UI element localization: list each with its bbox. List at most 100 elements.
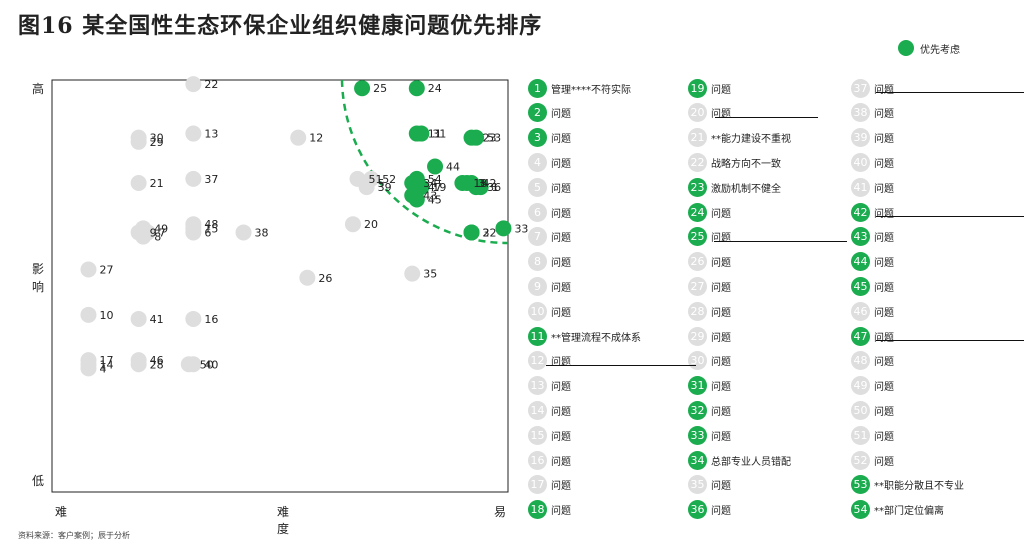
issue-badge: 53 [851, 475, 870, 495]
scatter-point-16 [185, 310, 202, 327]
issue-text: 问题 [551, 208, 571, 220]
issue-text: 问题 [551, 183, 571, 195]
page-title: 图16 某全国性生态环保企业组织健康问题优先排序 [18, 13, 543, 39]
issue-badge: 21 [688, 128, 707, 148]
y-axis-high-label: 高 [32, 82, 45, 96]
issue-text: **能力建设不重视 [711, 134, 791, 146]
scatter-point-37 [185, 170, 202, 187]
y-axis-low-label: 低 [32, 474, 45, 488]
issue-item-23: 23 激励机制不健全 [688, 177, 781, 197]
issue-item-9: 9 问题 [528, 276, 571, 296]
point-label-4: 4 [99, 362, 106, 375]
issue-badge: 14 [528, 400, 547, 420]
issue-text: 问题 [551, 481, 571, 493]
issue-badge: 29 [688, 326, 707, 346]
issue-badge: 31 [688, 376, 707, 396]
issue-text: 激励机制不健全 [711, 183, 781, 195]
issue-badge: 42 [851, 202, 870, 222]
scatter-point-12 [290, 129, 307, 146]
issue-item-11: 11 **管理流程不成体系 [528, 326, 641, 346]
point-label-9: 9 [150, 226, 157, 239]
issue-badge: 2 [528, 103, 547, 123]
issue-item-26: 26 问题 [688, 252, 731, 272]
scatter-point-46 [130, 352, 147, 369]
scatter-point-42 [463, 175, 480, 191]
issue-text: 问题 [874, 357, 894, 369]
underline-rule-3 [546, 365, 696, 366]
issue-item-29: 29 问题 [688, 326, 731, 346]
issue-badge: 11 [528, 326, 547, 346]
scatter-point-22 [185, 76, 202, 93]
point-label-31: 31 [432, 128, 446, 141]
issue-item-14: 14 问题 [528, 400, 571, 420]
issue-item-46: 46 问题 [851, 301, 894, 321]
issue-badge: 49 [851, 376, 870, 396]
issue-text: 问题 [551, 233, 571, 245]
issue-badge: 40 [851, 152, 870, 172]
issue-item-43: 43 问题 [851, 227, 894, 247]
point-label-37: 37 [204, 173, 218, 186]
issue-text: **部门定位偏离 [874, 506, 944, 518]
scatter-plot: 1234567891011121314151617181920212223242… [51, 76, 528, 493]
scatter-point-38 [235, 224, 252, 241]
scatter-point-21 [130, 175, 147, 191]
issue-item-8: 8 问题 [528, 252, 571, 272]
issue-item-21: 21 **能力建设不重视 [688, 128, 791, 148]
plot-border [51, 79, 509, 493]
x-axis-left-label: 难 [55, 505, 68, 519]
issue-text: 问题 [874, 282, 894, 294]
point-label-15: 15 [204, 222, 218, 235]
issue-item-36: 36 问题 [688, 500, 731, 520]
scatter-point-51 [349, 170, 366, 187]
scatter-point-13 [185, 125, 202, 142]
issue-item-17: 17 问题 [528, 475, 571, 495]
scatter-point-52 [363, 170, 380, 187]
issue-badge: 25 [688, 227, 707, 247]
x-axis-title: 难度 [277, 505, 290, 536]
issue-badge: 22 [688, 152, 707, 172]
point-label-21: 21 [150, 177, 164, 190]
issue-text: 问题 [874, 307, 894, 319]
point-label-54: 54 [428, 173, 442, 186]
issue-badge: 23 [688, 177, 707, 197]
issue-badge: 5 [528, 177, 547, 197]
issue-text: 问题 [711, 258, 731, 270]
issue-text: 问题 [711, 481, 731, 493]
issue-item-54: 54 **部门定位偏离 [851, 500, 944, 520]
point-label-13: 13 [204, 128, 218, 141]
issue-badge: 46 [851, 301, 870, 321]
point-label-45: 45 [428, 193, 442, 206]
issue-item-52: 52 问题 [851, 450, 894, 470]
issue-item-34: 34 总部专业人员错配 [688, 450, 791, 470]
point-label-12: 12 [309, 132, 323, 145]
y-axis-title: 影 响 [32, 262, 45, 294]
scatter-point-49 [135, 220, 152, 237]
scatter-point-45 [408, 191, 425, 208]
issue-badge: 17 [528, 475, 547, 495]
issue-text: 问题 [874, 84, 894, 96]
issue-text: 问题 [711, 109, 731, 121]
issue-item-28: 28 问题 [688, 301, 731, 321]
issue-text: 问题 [711, 357, 731, 369]
legend: 优先考虑 [898, 40, 960, 56]
issue-item-16: 16 问题 [528, 450, 571, 470]
point-label-33: 33 [514, 222, 528, 235]
scatter-point-20 [344, 216, 361, 233]
issue-text: 问题 [874, 431, 894, 443]
issue-badge: 1 [528, 78, 547, 98]
issue-text: 问题 [711, 406, 731, 418]
underline-rule-1 [715, 117, 818, 118]
issue-badge: 34 [688, 450, 707, 470]
issue-badge: 18 [528, 500, 547, 520]
issue-text: 问题 [551, 258, 571, 270]
x-axis-right-label: 易 [494, 505, 507, 519]
issue-item-30: 30 问题 [688, 351, 731, 371]
underline-rule-4 [876, 92, 1024, 93]
point-label-42: 42 [483, 177, 497, 190]
point-label-32: 32 [483, 226, 497, 239]
point-label-7: 7 [159, 226, 166, 239]
point-label-53: 53 [487, 132, 501, 145]
issue-text: 问题 [551, 134, 571, 146]
issue-text: 问题 [551, 158, 571, 170]
point-label-28: 28 [150, 358, 164, 371]
